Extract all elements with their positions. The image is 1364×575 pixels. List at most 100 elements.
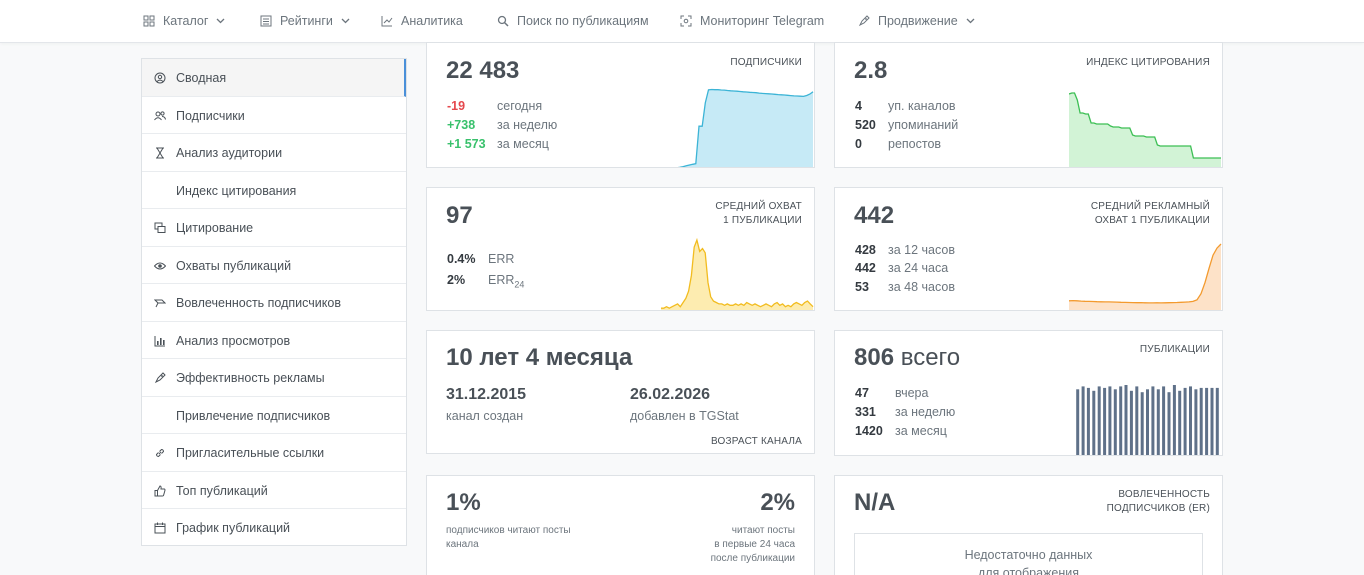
sidebar-item-views-analysis[interactable]: Анализ просмотров (142, 322, 406, 359)
average-reach-card[interactable]: 97 СРЕДНИЙ ОХВАТ 1 ПУБЛИКАЦИИ 0.4% ERR 2% E… (426, 187, 815, 311)
engagement-rate-card: N/A ВОВЛЕЧЕННОСТЬ ПОДПИСЧИКОВ (ER) Недост… (834, 475, 1223, 575)
chart-bar (1210, 387, 1214, 455)
created-date: 31.12.2015 (446, 386, 527, 403)
stat-label: упоминаний (888, 118, 959, 132)
channel-age-value: 10 лет 4 месяца (446, 344, 633, 371)
stat-label: ERR (488, 252, 515, 266)
nav-catalog[interactable]: Каталог (143, 13, 225, 29)
users-icon (154, 110, 166, 120)
stat-value: 331 (855, 405, 876, 419)
chart-line (677, 88, 814, 167)
card-title: СРЕДНИЙ ОХВАТ 1 ПУБЛИКАЦИИ (715, 201, 802, 226)
nav-analytics[interactable]: Аналитика (381, 13, 463, 29)
sidebar-item-post-reach[interactable]: Охваты публикаций (142, 247, 406, 284)
calendar-icon (154, 522, 166, 534)
citation-index-value: 2.8 (854, 57, 888, 84)
nav-ratings[interactable]: Рейтинги (260, 13, 350, 29)
chart-bar (1156, 389, 1160, 455)
chart-bar (1178, 390, 1182, 455)
sidebar-menu: Сводная Подписчики Анализ аудитории Инде… (141, 58, 407, 546)
sidebar-item-publication-schedule[interactable]: График публикаций (142, 509, 406, 547)
sidebar-item-invite-links[interactable]: Пригласительные ссылки (142, 434, 406, 472)
sidebar-item-label: Анализ просмотров (176, 333, 291, 348)
stat-label: ERR24 (488, 273, 525, 290)
stat-label: за неделю (497, 118, 558, 132)
stat-value: +1 573 (447, 137, 486, 151)
publications-total: 806 всего (854, 344, 961, 371)
sidebar-item-subscribers[interactable]: Подписчики (142, 97, 406, 134)
ad-reach-value: 442 (854, 202, 895, 229)
stat-label: за месяц (497, 137, 549, 151)
card-title: ИНДЕКС ЦИТИРОВАНИЯ (1086, 57, 1210, 68)
stat-value: +738 (447, 118, 476, 132)
readers-card: 1% подписчиков читают посты канала 2% чит… (426, 475, 815, 575)
sidebar-item-audience-analysis[interactable]: Анализ аудитории (142, 134, 406, 172)
sidebar-item-label: Подписчики (176, 108, 245, 123)
card-title: ПУБЛИКАЦИИ (1139, 344, 1210, 355)
stat-value: 2% (447, 273, 466, 287)
ad-reach-card[interactable]: 442 СРЕДНИЙ РЕКЛАМНЫЙ ОХВАТ 1 ПУБЛИКАЦИИ … (834, 187, 1223, 311)
card-title: ПОДПИСЧИКИ (730, 57, 802, 68)
chart-bar (1092, 390, 1096, 455)
readers-24h-percent: 2% (760, 489, 795, 516)
chart-bar (1199, 387, 1203, 455)
chart-bar (1124, 385, 1128, 455)
sidebar-item-citation-index[interactable]: Индекс цитирования (142, 172, 406, 209)
sidebar-item-subscriber-acquisition[interactable]: Привлечение подписчиков (142, 397, 406, 434)
stat-label: вчера (895, 386, 929, 400)
nav-promotion[interactable]: Продвижение (858, 13, 975, 29)
card-title: СРЕДНИЙ РЕКЛАМНЫЙ ОХВАТ 1 ПУБЛИКАЦИИ (1090, 201, 1210, 226)
publications-bar-chart (1076, 385, 1219, 455)
sidebar-item-ad-efficiency[interactable]: Эффективность рекламы (142, 359, 406, 397)
chart-line-icon (381, 16, 393, 27)
channel-age-card: 10 лет 4 месяца 31.12.2015 канал создан … (426, 330, 815, 454)
chart-bar (1103, 387, 1107, 455)
chart-bar (1151, 386, 1155, 455)
stat-label: репостов (888, 137, 942, 151)
chart-bar (1194, 389, 1198, 455)
stat-label: за неделю (895, 405, 956, 419)
nav-ratings-label: Рейтинги (280, 14, 333, 28)
rocket-icon (858, 15, 870, 27)
average-reach-value: 97 (446, 202, 473, 229)
sidebar-item-label: Сводная (176, 71, 227, 85)
stat-label: сегодня (497, 99, 543, 113)
subscribers-card[interactable]: 22 483 ПОДПИСЧИКИ -19 сегодня +738 за неде… (426, 42, 815, 168)
card-title: ВОЗРАСТ КАНАЛА (710, 436, 802, 447)
chart-bar (1097, 386, 1101, 455)
citation-index-card[interactable]: 2.8 ИНДЕКС ЦИТИРОВАНИЯ 4 уп. каналов 520 у… (834, 42, 1223, 168)
nav-search-publications[interactable]: Поиск по публикациям (497, 13, 649, 29)
hourglass-icon (156, 147, 164, 159)
sidebar-item-top-posts[interactable]: Топ публикаций (142, 472, 406, 509)
stat-label: за 48 часов (888, 280, 955, 294)
stat-label: за месяц (895, 424, 947, 438)
list-icon (260, 15, 272, 27)
stat-value: 1420 (855, 424, 883, 438)
added-label: добавлен в TGStat (630, 409, 739, 423)
nav-search-label: Поиск по публикациям (517, 14, 649, 28)
chart-area (1069, 244, 1221, 310)
user-circle-icon (154, 72, 166, 84)
readers-note: подписчиков читают посты канала (446, 525, 571, 550)
sidebar-item-engagement[interactable]: Вовлеченность подписчиков (142, 284, 406, 322)
publications-card[interactable]: 806 всего ПУБЛИКАЦИИ 47 вчера 331 за недел… (834, 330, 1223, 456)
created-label: канал создан (446, 409, 524, 423)
subscribers-count: 22 483 (446, 57, 520, 84)
chart-bar (1205, 387, 1209, 455)
chart-bar (1183, 387, 1187, 455)
sidebar-item-citation[interactable]: Цитирование (142, 209, 406, 247)
chart-bar (1162, 386, 1166, 455)
stat-label: за 12 часов (888, 243, 955, 257)
sidebar-item-summary[interactable]: Сводная (142, 59, 406, 97)
bar-chart-icon (154, 335, 165, 346)
chart-line (661, 237, 814, 309)
chart-bar (1146, 389, 1149, 455)
nav-telegram-monitoring[interactable]: Мониторинг Telegram (680, 13, 824, 29)
chart-bar (1129, 390, 1133, 455)
readers-percent: 1% (446, 489, 481, 516)
stat-value: 0 (855, 137, 862, 151)
chart-bar (1108, 386, 1112, 455)
chart-bar (1113, 389, 1117, 455)
link-icon (155, 448, 165, 458)
nav-monitoring-label: Мониторинг Telegram (700, 14, 825, 28)
